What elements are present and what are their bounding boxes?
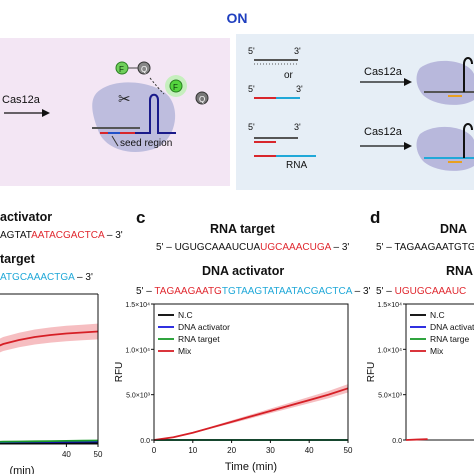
panel-c-title-rna-target: RNA target (210, 222, 275, 236)
series-line-mix (405, 438, 428, 441)
svg-text:Q: Q (199, 95, 205, 104)
y-tick-label: 1.5×10⁴ (377, 302, 402, 309)
series-line-mix (153, 387, 349, 441)
y-tick-label: 0.0 (140, 438, 150, 445)
panel-d-seq-bottom: 5' – UGUGCAAAUC (376, 286, 467, 297)
legend-label: Mix (178, 346, 192, 356)
legend-label: Mix (430, 346, 444, 356)
y-axis-label: RFU (114, 362, 125, 383)
row1b-prime3: 3' (296, 84, 303, 94)
panel-d-letter: d (370, 208, 381, 227)
y-tick-label: 0.0 (392, 438, 402, 445)
x-tick-label: 0 (152, 446, 157, 455)
seed-region-label: seed region (120, 138, 173, 149)
panel-b-seq-activator: AGTATAATACGACTCA – 3' (0, 230, 123, 241)
panel-d-title-dna: DNA (440, 222, 468, 236)
panel-b-title-activator: activator (0, 210, 53, 224)
legend-label: DNA activat (430, 322, 474, 332)
q-label: Q (141, 65, 147, 74)
plot-frame (153, 303, 349, 441)
f-label: F (119, 65, 124, 74)
svg-text:✂: ✂ (118, 91, 131, 108)
legend-label: RNA target (178, 334, 220, 344)
x-tick-label: 40 (305, 446, 314, 455)
cas12a-cleavage-schematic: ✂ F Q F Q (4, 61, 209, 152)
series-line-rna-target (0, 439, 99, 443)
mix-error-band (154, 384, 348, 440)
y-tick-label: 1.0×10⁴ (125, 347, 150, 354)
panel-d-title-rna: RNA (446, 264, 474, 278)
panel-c-letter: c (136, 208, 146, 227)
legend-label: N.C (430, 310, 445, 320)
panel-b-seq-target: ATGCAAACTGA – 3' (0, 272, 93, 283)
panel-b-title-target: target (0, 252, 35, 266)
y-tick-label: 5.0×10³ (378, 393, 403, 400)
legend-label: RNA targe (430, 334, 469, 344)
row1-or: or (284, 70, 293, 81)
x-tick-label: 50 (344, 446, 353, 455)
panel-d-seq-top: 5' – TAGAAGAATGTGT (376, 242, 474, 253)
cas12a-label-row2: Cas12a (364, 126, 402, 138)
panel-c-chart: 0.0 5.0×10³ 1.0×10⁴ 1.5×10⁴ 0 10 20 30 40 50 RFU Ti… (114, 302, 353, 473)
y-tick-label: 5.0×10³ (126, 393, 151, 400)
rna-label: RNA (286, 160, 308, 171)
row2-prime5: 5' (248, 122, 255, 132)
legend-label: DNA activator (178, 322, 230, 332)
row1-prime5: 5' (248, 46, 255, 56)
panel-d-chart: 0.0 5.0×10³ 1.0×10⁴ 1.5×10⁴ RFU N.C DNA activa… (366, 302, 474, 445)
x-tick-label: 50 (94, 450, 103, 459)
x-tick-label: 10 (188, 446, 197, 455)
panel-b-chart: 40 50 (min) (0, 293, 103, 474)
y-tick-label: 1.0×10⁴ (377, 347, 402, 354)
row2-prime3: 3' (294, 122, 301, 132)
y-tick-label: 1.5×10⁴ (125, 302, 150, 309)
x-tick-label: 40 (62, 450, 71, 459)
on-title: ON (226, 10, 248, 26)
x-tick-label: 20 (227, 446, 236, 455)
cas12a-label-row1: Cas12a (364, 66, 402, 78)
y-axis-label: RFU (366, 362, 377, 383)
activator-types-schematic (254, 57, 474, 171)
x-tick-label: 30 (266, 446, 275, 455)
cas12a-label-left: Cas12a (2, 94, 40, 106)
x-axis-label: Time (min) (225, 461, 277, 473)
series-line-mix (0, 330, 99, 347)
svg-text:F: F (173, 83, 178, 92)
row1-prime3: 3' (294, 46, 301, 56)
panel-c-title-dna-activator: DNA activator (202, 264, 285, 278)
mix-error-band (0, 323, 98, 353)
x-axis-label: (min) (9, 465, 34, 474)
row1b-prime5: 5' (248, 84, 255, 94)
panel-c-seq-dna: 5' – TAGAAGAATGTGTAAGTATAATACGACTCA – 3' (136, 286, 371, 297)
panel-c-seq-rna: 5' – UGUGCAAAUCUAUGCAAACUGA – 3' (156, 242, 350, 253)
legend-label: N.C (178, 310, 193, 320)
